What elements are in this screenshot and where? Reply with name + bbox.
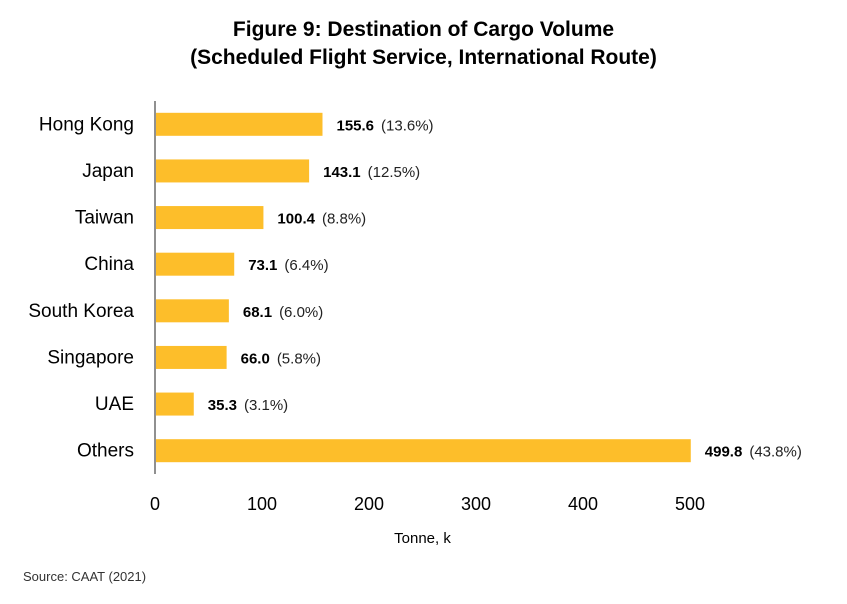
value-label: 155.6: [336, 117, 374, 134]
value-label: 143.1: [323, 164, 361, 181]
category-label: UAE: [95, 394, 134, 415]
category-label: South Korea: [28, 301, 134, 322]
value-label: 73.1: [248, 257, 277, 274]
x-tick-label: 300: [461, 494, 491, 514]
chart-subtitle: (Scheduled Flight Service, International…: [190, 46, 657, 69]
share-label: (12.5%): [368, 164, 421, 181]
value-label: 68.1: [243, 304, 272, 321]
category-label: Japan: [82, 161, 134, 182]
bar: [156, 439, 691, 463]
bar: [156, 299, 229, 323]
share-label: (43.8%): [749, 444, 802, 461]
share-label: (5.8%): [277, 350, 321, 367]
share-label: (3.1%): [244, 397, 288, 414]
x-tick-label: 0: [150, 494, 160, 514]
value-label: 35.3: [208, 397, 237, 414]
bar: [156, 345, 227, 369]
chart-title: Figure 9: Destination of Cargo Volume: [232, 18, 615, 41]
share-label: (8.8%): [322, 211, 366, 228]
share-label: (6.4%): [284, 257, 328, 274]
bar: [156, 252, 235, 276]
value-label: 499.8: [705, 444, 743, 461]
x-tick-label: 500: [675, 494, 705, 514]
source-note: Source: CAAT (2021): [23, 569, 147, 584]
bar: [156, 159, 310, 183]
category-label: Others: [77, 441, 134, 462]
share-label: (13.6%): [381, 117, 434, 134]
category-label: Hong Kong: [39, 114, 134, 135]
value-label: 100.4: [277, 211, 315, 228]
category-label: China: [84, 254, 134, 275]
bar: [156, 392, 194, 416]
x-axis-title: Tonne, k: [394, 530, 451, 547]
share-label: (6.0%): [279, 304, 323, 321]
bar: [156, 112, 323, 136]
category-label: Taiwan: [75, 208, 134, 229]
x-tick-label: 400: [568, 494, 598, 514]
value-label: 66.0: [241, 350, 270, 367]
category-label: Singapore: [47, 347, 134, 368]
bar: [156, 206, 264, 230]
x-tick-label: 200: [354, 494, 384, 514]
x-tick-label: 100: [247, 494, 277, 514]
